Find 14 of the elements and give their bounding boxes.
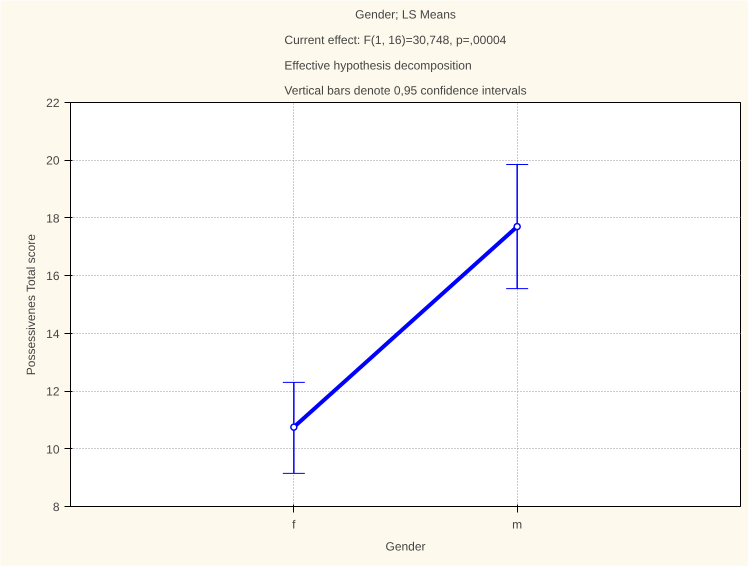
y-tick-label: 16 [46,269,60,284]
x-axis-title: Gender [385,540,426,554]
y-tick-label: 20 [46,154,60,168]
chart-title: Gender; LS Means [355,8,456,22]
y-axis-title: Possessivenes Total score [24,234,38,376]
y-tick-label: 18 [46,211,60,226]
y-tick-label: 8 [52,500,60,514]
y-tick-label: 22 [46,96,60,110]
x-tick-label: f [292,518,296,532]
chart-subtitle: Current effect: F(1, 16)=30,748, p=,00004 Effective hypothesis decomposition Vertical bars denote 0,95 confidence intervals [284,33,527,98]
y-tick-label: 12 [46,384,60,399]
x-tick-label: m [512,518,522,532]
y-tick-label: 10 [46,442,60,456]
y-tick-label: 14 [46,326,60,341]
